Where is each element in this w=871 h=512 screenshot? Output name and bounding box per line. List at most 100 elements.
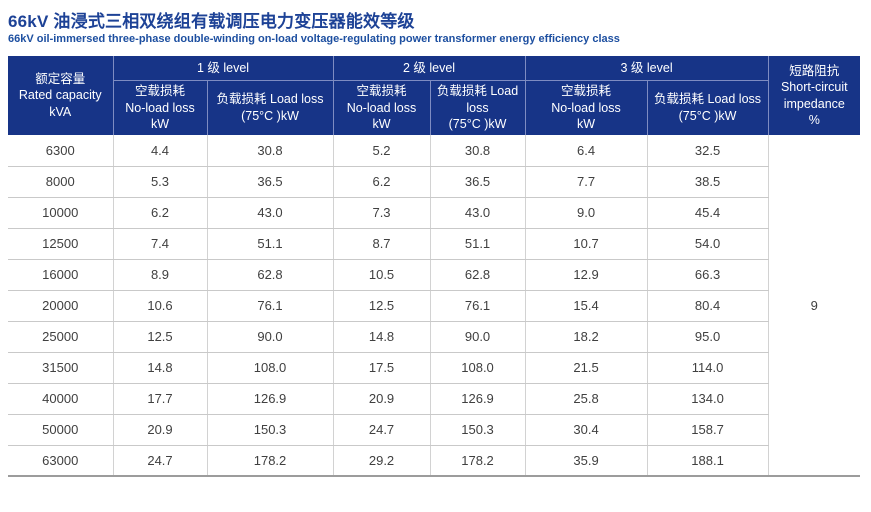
cell: 36.5 bbox=[207, 166, 334, 198]
cell: 90.0 bbox=[207, 321, 334, 353]
cell: 66.3 bbox=[647, 259, 769, 291]
table-row: 12500 7.4 51.1 8.7 51.1 10.7 54.0 bbox=[8, 228, 860, 260]
cell: 80.4 bbox=[647, 290, 769, 322]
table-header: 额定容量 Rated capacity kVA 1 级 level 2 级 le… bbox=[8, 56, 861, 135]
cell: 25000 bbox=[8, 321, 114, 353]
cell: 7.3 bbox=[333, 197, 431, 229]
cell: 24.7 bbox=[113, 445, 208, 477]
col-group-level-3: 3 级 level bbox=[524, 56, 769, 81]
cell: 5.2 bbox=[333, 135, 431, 167]
cell: 36.5 bbox=[430, 166, 526, 198]
col-header-noload-1: 空载损耗 No-load loss kW bbox=[112, 79, 208, 135]
cell: 178.2 bbox=[207, 445, 334, 477]
table-row: 10000 6.2 43.0 7.3 43.0 9.0 45.4 bbox=[8, 197, 860, 229]
cell: 30.4 bbox=[525, 414, 648, 446]
cell: 9.0 bbox=[525, 197, 648, 229]
cell: 10.7 bbox=[525, 228, 648, 260]
cell: 38.5 bbox=[647, 166, 769, 198]
cell: 150.3 bbox=[430, 414, 526, 446]
col-group-level-1: 1 级 level bbox=[112, 56, 334, 81]
cell: 126.9 bbox=[430, 383, 526, 415]
cell: 24.7 bbox=[333, 414, 431, 446]
cell: 12.5 bbox=[113, 321, 208, 353]
cell: 17.7 bbox=[113, 383, 208, 415]
cell: 31500 bbox=[8, 352, 114, 384]
cell: 8.7 bbox=[333, 228, 431, 260]
efficiency-table: 额定容量 Rated capacity kVA 1 级 level 2 级 le… bbox=[8, 56, 861, 477]
cell: 7.7 bbox=[525, 166, 648, 198]
cell: 188.1 bbox=[647, 445, 769, 477]
col-header-noload-2: 空载损耗 No-load loss kW bbox=[332, 79, 431, 135]
cell: 5.3 bbox=[113, 166, 208, 198]
cell: 90.0 bbox=[430, 321, 526, 353]
cell: 6.2 bbox=[333, 166, 431, 198]
col-header-load-3: 负载损耗 Load loss (75°C )kW bbox=[646, 79, 769, 135]
table-row: 8000 5.3 36.5 6.2 36.5 7.7 38.5 bbox=[8, 166, 860, 198]
table-row: 20000 10.6 76.1 12.5 76.1 15.4 80.4 bbox=[8, 290, 860, 322]
col-header-load-1: 负载损耗 Load loss (75°C )kW bbox=[206, 79, 334, 135]
cell: 51.1 bbox=[207, 228, 334, 260]
col-header-rated-capacity: 额定容量 Rated capacity kVA bbox=[8, 56, 114, 135]
cell: 14.8 bbox=[113, 352, 208, 384]
impedance-value-cell: 9 bbox=[768, 135, 861, 476]
col-group-level-2: 2 级 level bbox=[332, 56, 526, 81]
cell: 20.9 bbox=[113, 414, 208, 446]
cell: 20000 bbox=[8, 290, 114, 322]
cell: 108.0 bbox=[430, 352, 526, 384]
cell: 17.5 bbox=[333, 352, 431, 384]
cell: 134.0 bbox=[647, 383, 769, 415]
table-row: 63000 24.7 178.2 29.2 178.2 35.9 188.1 bbox=[8, 445, 860, 477]
cell: 16000 bbox=[8, 259, 114, 291]
cell: 30.8 bbox=[207, 135, 334, 167]
cell: 35.9 bbox=[525, 445, 648, 477]
cell: 10.6 bbox=[113, 290, 208, 322]
cell: 10.5 bbox=[333, 259, 431, 291]
cell: 12.9 bbox=[525, 259, 648, 291]
col-header-impedance: 短路阻抗 Short-circuit impedance % bbox=[767, 56, 861, 135]
cell: 30.8 bbox=[430, 135, 526, 167]
cell: 62.8 bbox=[430, 259, 526, 291]
cell: 6.4 bbox=[525, 135, 648, 167]
cell: 8000 bbox=[8, 166, 114, 198]
cell: 14.8 bbox=[333, 321, 431, 353]
cell: 29.2 bbox=[333, 445, 431, 477]
cell: 50000 bbox=[8, 414, 114, 446]
cell: 76.1 bbox=[207, 290, 334, 322]
cell: 126.9 bbox=[207, 383, 334, 415]
cell: 32.5 bbox=[647, 135, 769, 167]
cell: 158.7 bbox=[647, 414, 769, 446]
cell: 54.0 bbox=[647, 228, 769, 260]
cell: 45.4 bbox=[647, 197, 769, 229]
cell: 51.1 bbox=[430, 228, 526, 260]
table-row: 25000 12.5 90.0 14.8 90.0 18.2 95.0 bbox=[8, 321, 860, 353]
cell: 95.0 bbox=[647, 321, 769, 353]
cell: 6.2 bbox=[113, 197, 208, 229]
cell: 12500 bbox=[8, 228, 114, 260]
cell: 18.2 bbox=[525, 321, 648, 353]
cell: 7.4 bbox=[113, 228, 208, 260]
table-body: 6300 4.4 30.8 5.2 30.8 6.4 32.5 9 8000 5.3 36.5 6.2… bbox=[8, 135, 861, 477]
cell: 108.0 bbox=[207, 352, 334, 384]
header-sub-row: 空载损耗 No-load loss kW 负载损耗 Load loss (75°… bbox=[8, 79, 860, 135]
col-header-noload-3: 空载损耗 No-load loss kW bbox=[524, 79, 648, 135]
table-row: 16000 8.9 62.8 10.5 62.8 12.9 66.3 bbox=[8, 259, 860, 291]
cell: 10000 bbox=[8, 197, 114, 229]
table-row: 31500 14.8 108.0 17.5 108.0 21.5 114.0 bbox=[8, 352, 860, 384]
page-subtitle: 66kV oil-immersed three-phase double-win… bbox=[8, 33, 620, 45]
cell: 40000 bbox=[8, 383, 114, 415]
cell: 21.5 bbox=[525, 352, 648, 384]
cell: 62.8 bbox=[207, 259, 334, 291]
cell: 178.2 bbox=[430, 445, 526, 477]
cell: 43.0 bbox=[430, 197, 526, 229]
cell: 76.1 bbox=[430, 290, 526, 322]
table-row: 6300 4.4 30.8 5.2 30.8 6.4 32.5 9 bbox=[8, 135, 861, 476]
cell: 43.0 bbox=[207, 197, 334, 229]
cell: 20.9 bbox=[333, 383, 431, 415]
cell: 12.5 bbox=[333, 290, 431, 322]
page-title: 66kV 油浸式三相双绕组有载调压电力变压器能效等级 bbox=[8, 12, 415, 31]
header-group-row: 额定容量 Rated capacity kVA 1 级 level 2 级 le… bbox=[8, 56, 861, 135]
cell: 8.9 bbox=[113, 259, 208, 291]
cell: 63000 bbox=[8, 445, 114, 477]
cell: 6300 bbox=[8, 135, 114, 167]
